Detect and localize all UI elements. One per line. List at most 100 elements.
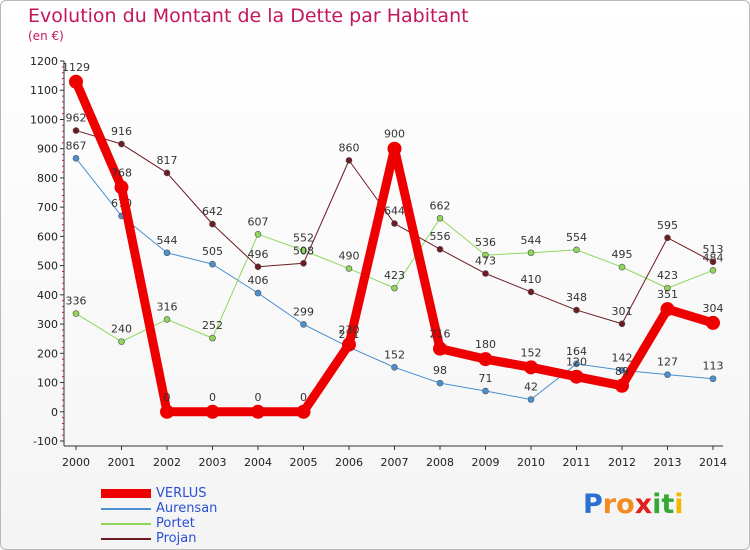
data-point-projan [254,263,262,271]
data-label-portet: 423 [384,269,405,282]
y-tick-label: 800 [37,172,58,185]
data-label-verlus: 0 [164,391,171,404]
data-label-verlus: 0 [255,391,262,404]
data-label-portet: 423 [657,269,678,282]
data-label-projan: 301 [612,305,633,318]
data-label-verlus: 304 [703,302,724,315]
x-tick-label: 2010 [517,456,545,469]
data-point-verlus [342,337,356,352]
data-label-portet: 662 [430,199,451,212]
data-point-verlus [160,404,174,419]
data-point-aurensan [436,379,444,387]
data-label-projan: 513 [703,243,724,256]
y-tick-label: 200 [37,347,58,360]
data-label-projan: 508 [293,244,314,257]
y-tick-label: -100 [33,435,58,448]
data-point-aurensan [618,366,626,374]
data-label-verlus: 152 [521,346,542,359]
x-tick-label: 2014 [699,456,727,469]
data-point-projan [209,220,216,228]
data-point-verlus [433,341,447,356]
legend-label: Portet [156,516,195,531]
data-label-portet: 544 [521,234,542,247]
data-point-portet [527,249,535,257]
x-tick-label: 2005 [290,456,318,469]
data-label-aurensan: 142 [612,351,633,364]
y-tick-label: 300 [37,318,58,331]
data-label-aurensan: 152 [384,348,405,361]
data-point-projan [482,270,489,277]
data-point-projan [345,157,353,164]
data-point-portet [573,246,580,254]
data-point-projan [664,234,671,242]
data-point-verlus [114,180,129,195]
data-label-portet: 240 [111,323,132,336]
data-point-aurensan [527,396,535,403]
logo-letter: o [616,489,635,520]
data-point-portet [209,334,216,342]
data-point-projan [118,140,125,148]
legend-swatch [101,523,151,525]
data-label-projan: 595 [657,219,678,232]
data-label-aurensan: 406 [248,274,269,287]
data-label-projan: 556 [430,230,451,243]
data-point-aurensan [209,260,216,268]
data-label-verlus: 89 [615,365,629,378]
data-label-portet: 252 [202,319,223,332]
data-point-portet [618,263,626,271]
data-point-projan [573,306,580,314]
data-label-portet: 484 [703,251,724,264]
data-point-portet [163,316,171,323]
logo-letter: P [583,489,603,520]
data-point-projan [436,245,444,253]
data-label-portet: 552 [293,231,314,244]
logo-letter: x [634,489,653,520]
data-point-projan [163,169,171,177]
data-label-aurensan: 164 [566,345,587,358]
data-point-projan [618,320,626,328]
y-tick-label: 600 [37,230,58,243]
data-label-aurensan: 71 [479,372,493,385]
y-tick-label: 100 [37,377,58,390]
data-label-verlus: 900 [384,128,405,141]
data-point-portet [482,251,489,259]
legend-swatch [101,508,151,510]
data-label-portet: 536 [475,236,496,249]
data-point-portet [664,284,671,292]
data-label-aurensan: 127 [657,356,678,369]
data-point-verlus [251,404,265,419]
logo-letter: t [661,489,675,520]
y-tick-label: 500 [37,260,58,273]
data-label-verlus: 120 [566,356,587,369]
data-point-verlus [524,360,538,375]
y-tick-label: 1100 [30,84,58,97]
data-point-projan [72,127,80,134]
x-tick-label: 2003 [199,456,227,469]
data-label-projan: 644 [384,205,405,218]
data-point-verlus [569,369,584,384]
x-tick-label: 2013 [654,456,682,469]
x-tick-label: 2011 [563,456,591,469]
x-tick-label: 2009 [472,456,500,469]
data-label-verlus: 768 [111,166,132,179]
data-point-aurensan [391,364,398,371]
proxiti-logo: Proxiti [583,489,684,520]
data-label-verlus: 0 [300,391,307,404]
data-point-portet [118,338,125,345]
data-point-aurensan [300,321,307,328]
data-point-verlus [706,315,720,330]
data-label-portet: 316 [157,300,178,313]
data-point-projan [391,220,398,227]
legend-swatch [101,538,151,540]
data-point-projan [527,288,535,296]
logo-letter: i [652,489,662,520]
x-tick-label: 2004 [244,456,272,469]
data-point-aurensan [72,155,80,162]
data-point-aurensan [573,360,580,368]
data-label-portet: 336 [66,295,87,308]
chart-title: Evolution du Montant de la Dette par Hab… [28,5,469,27]
data-point-portet [391,284,398,292]
y-tick-label: 1200 [30,55,58,68]
legend-swatch [101,489,151,498]
